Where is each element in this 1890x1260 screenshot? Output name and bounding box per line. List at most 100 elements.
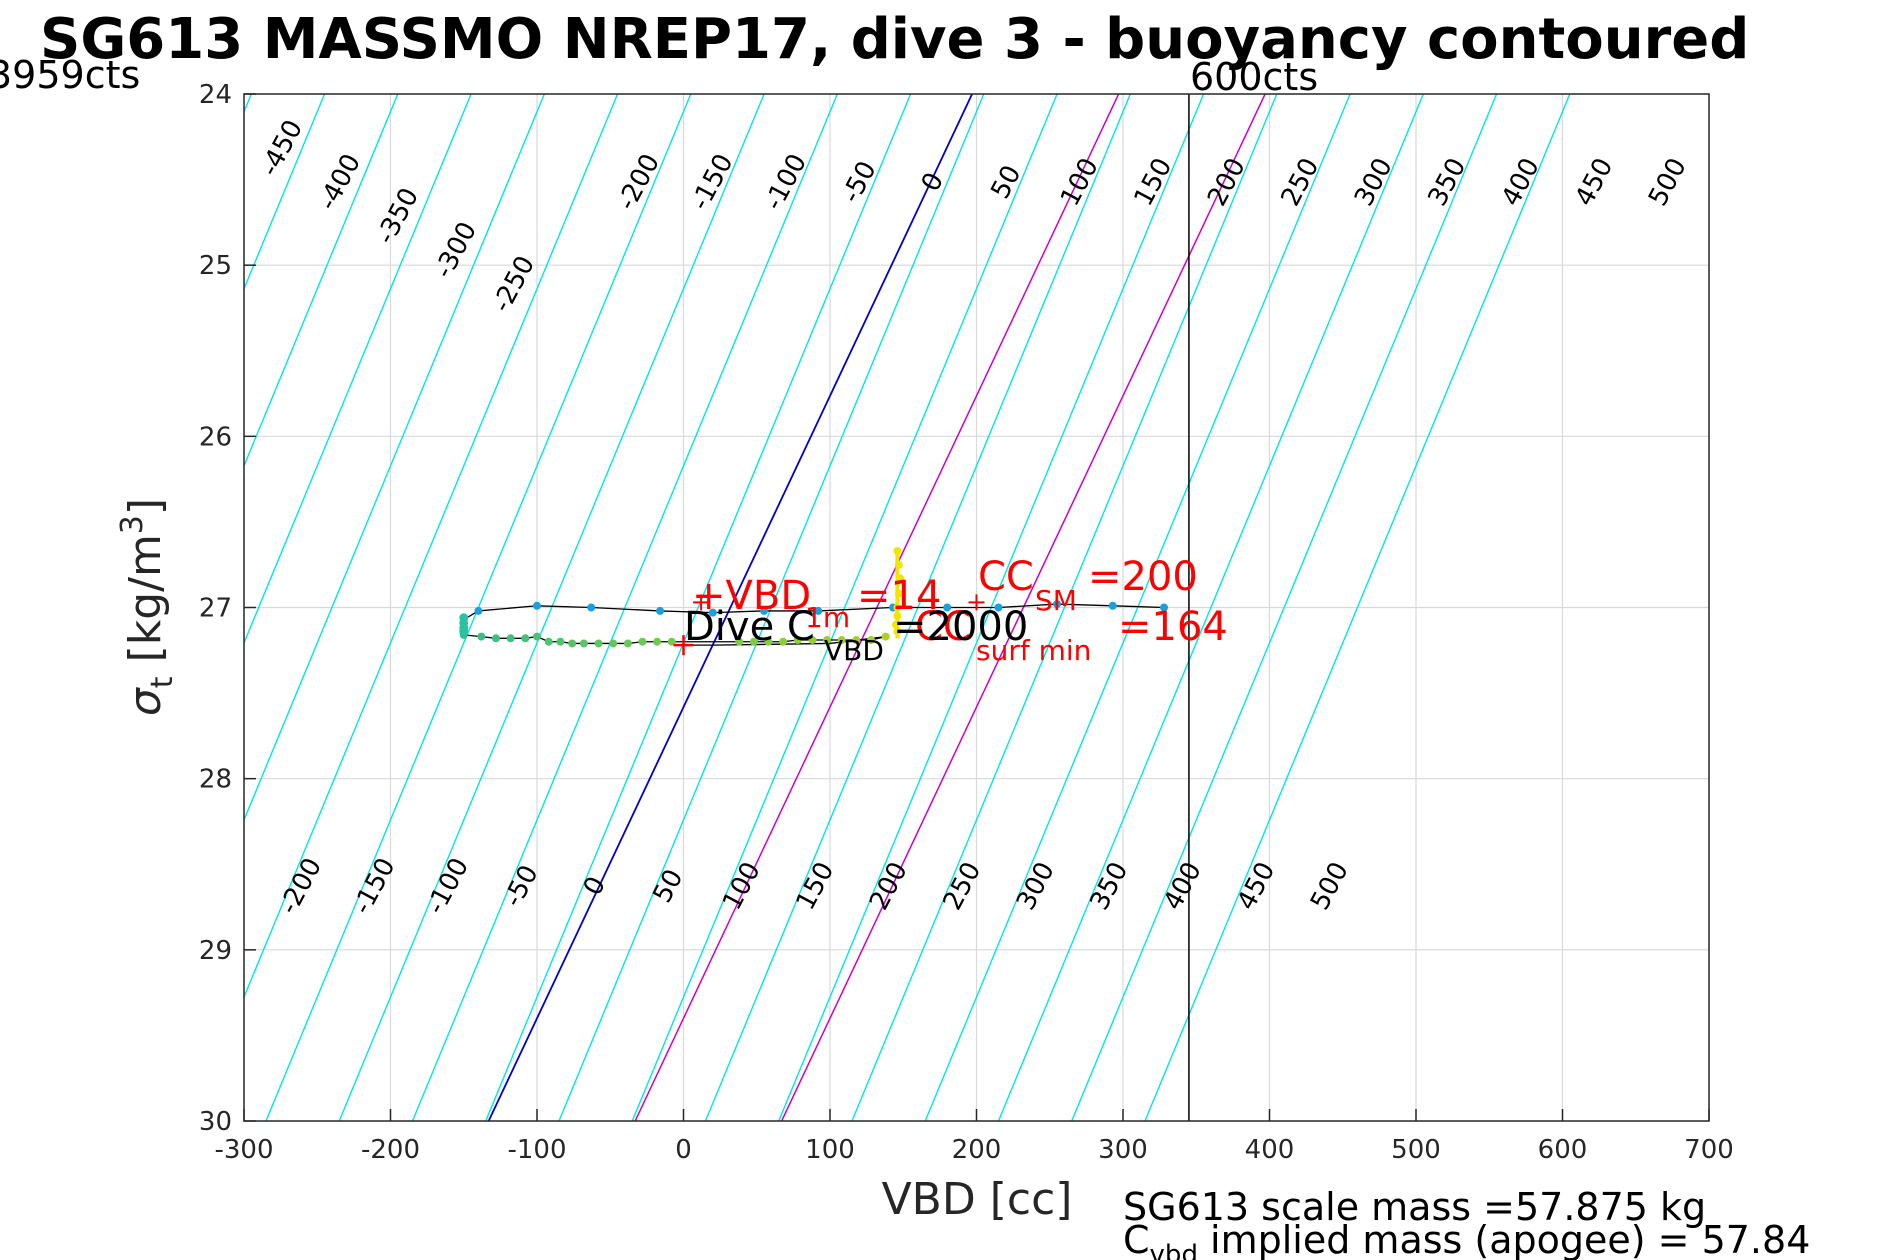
y-tick-label: 29 [199,936,232,966]
footer-sub: vbd [1150,1240,1198,1260]
dive-label: Dive C [684,604,815,650]
magenta-contour-line [634,94,1120,1121]
x-tick-label: 0 [675,1135,692,1165]
contour-line [338,94,765,1121]
trace-point-lower [638,637,647,646]
buoyancy-contours [0,94,1571,1121]
y-axis-units: [kg/m [120,534,171,676]
trace-point-lower [764,637,773,646]
contour-line [1144,94,1571,1121]
trace-point-lower [735,637,744,646]
y-tick-label: 24 [199,80,232,110]
trace-point-lower [881,632,890,641]
trace-point-cluster [459,626,469,636]
trace-point-upper [814,606,823,615]
contour-line [0,94,32,1121]
trace-point-lower [808,636,817,645]
contour-line [851,94,1278,1121]
footer-implied: Cvbd implied mass (apogee) = 57.84 [1123,1218,1810,1260]
x-tick-label: -100 [507,1135,566,1165]
trace-point-upper [533,601,541,610]
y-tick-label: 28 [199,765,232,795]
vbd-value: =14 [857,573,941,619]
vbd-sub: 1m [805,601,850,634]
right-corner-label: 600cts [1190,55,1318,99]
cc-sub: SM [1035,584,1077,617]
svg-text:σt [kg/m3]: σt [kg/m3] [115,498,180,716]
trace-point-lower [491,634,500,643]
trace-point-lower [623,639,632,648]
red-plus-marker [673,635,694,656]
trace-point-upper [943,603,952,612]
trace-point-lower [609,639,618,648]
contour-line [558,94,985,1121]
y-tick-label: 30 [199,1107,232,1137]
cc-value: =200 [1088,554,1198,600]
annotations: +VBD 1m =14 CC SM =200 CC surf min =164 … [684,554,1228,667]
x-axis-label: VBD [cc] [882,1174,1073,1225]
x-tick-label: -200 [361,1135,420,1165]
trace-point-lower [867,636,876,645]
trace-point-upper [1053,600,1062,609]
trace-point-lower [749,637,758,646]
vbd-label: +VBD [692,573,811,619]
cc-label: CC [978,554,1034,600]
y-axis-sigma: σ [120,687,171,716]
trace-point-upper [474,606,483,615]
trace-point-lower [793,636,802,645]
dive-sub: VBD [824,634,884,667]
surf-min-sub: surf min [976,634,1091,667]
x-tick-label: -300 [214,1135,273,1165]
y-tick-label: 27 [199,594,232,624]
contour-line [244,94,472,645]
trace-point-lower [521,634,530,643]
chart-title: SG613 MASSMO NREP17, dive 3 - buoyancy c… [40,7,1749,72]
grid-lines [244,94,1709,1121]
zero-contour-line [487,94,973,1121]
trace-point-lower [852,636,861,645]
plus-marker [968,594,985,611]
x-tick-label: 400 [1245,1135,1295,1165]
y-axis-exp: 3 [115,515,150,534]
trace-point-lower [779,637,788,646]
trace-point-lower [667,637,676,646]
x-tick-label: 500 [1391,1135,1441,1165]
plus-marker [693,594,710,611]
cc-overlap: CC [915,604,971,650]
trace-point-upper [587,603,596,612]
contour-line [924,94,1351,1121]
trace-point-lower [837,636,846,645]
trace-point-upper [708,608,717,617]
surf-min-value: =164 [1118,604,1228,650]
contour-line [485,94,912,1121]
axis-ticks: -300 -200 -100 0 100 200 300 400 500 600 700 24 25 26… [199,80,1734,1165]
contour-line [997,94,1424,1121]
trace-point-lower [544,637,553,646]
trace-point-lower [506,634,515,643]
contour-line [244,94,399,468]
contour-line [411,94,838,1121]
footer-rest: implied mass (apogee) = 57.84 [1198,1218,1810,1260]
trace-point-lower [579,639,588,648]
y-tick-label: 26 [199,422,232,452]
contour-line [1071,94,1498,1121]
trace-point-lower [823,636,832,645]
trace-point-upper [994,603,1003,612]
trace-point-lower [568,639,577,648]
x-tick-label: 700 [1684,1135,1734,1165]
x-tick-label: 200 [952,1135,1002,1165]
trace-point-upper [760,606,769,615]
contour-line [631,94,1058,1121]
y-axis-label: σt [kg/m3] [115,498,180,716]
dive-trace [459,547,1169,656]
trace-point-upper [1108,601,1117,610]
trace-point-upper [1160,603,1169,612]
trace-point-upper [656,606,665,615]
contour-line [244,94,619,999]
x-tick-label: 600 [1538,1135,1588,1165]
trace-point-lower [556,637,565,646]
trace-point-lower [653,637,662,646]
x-tick-label: 100 [805,1135,855,1165]
trace-point-lower [477,632,486,641]
